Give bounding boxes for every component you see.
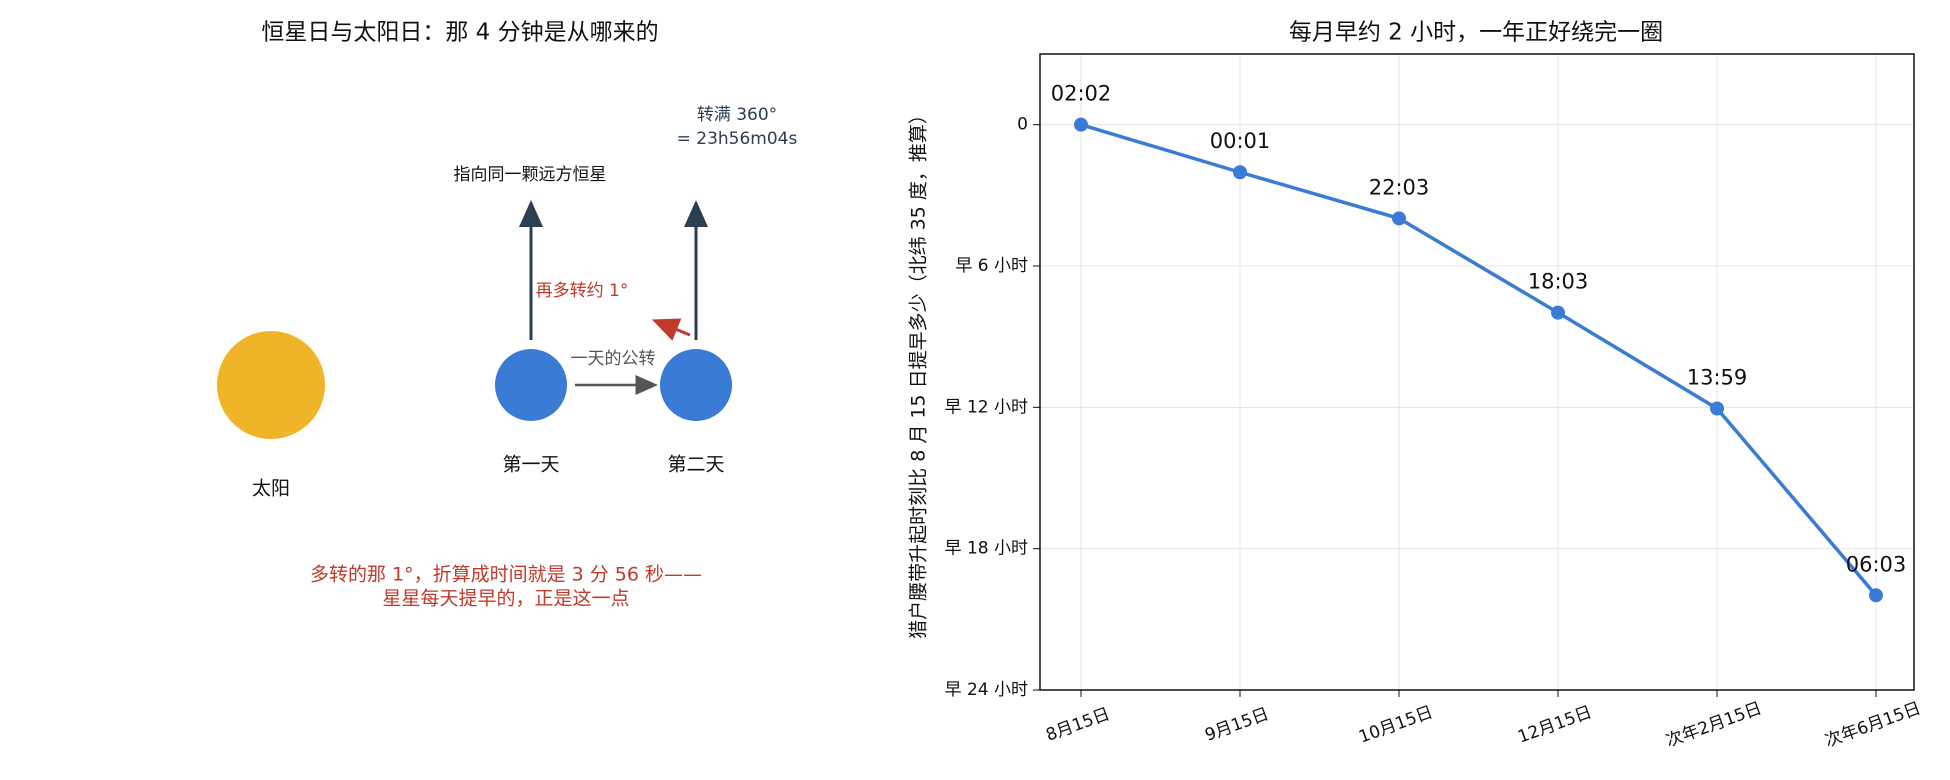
plot: 0 早 6 小时早 12 小时早 18 小时早 24 小时 8月15日 9月15日 10…: [945, 53, 1924, 752]
y-tick-label: 早 6 小时: [955, 256, 1028, 276]
x-tick-label: 12月15日: [1515, 702, 1594, 747]
point: [1869, 588, 1883, 603]
full-turn-label: 转满 360°: [697, 105, 777, 125]
point-label: 00:01: [1210, 129, 1271, 153]
plot-frame: [1039, 53, 1915, 691]
point-label: 18:03: [1528, 270, 1589, 294]
y-tick-label: 早 12 小时: [945, 397, 1028, 417]
note: 星星每天提早的，正是这一点: [382, 588, 629, 610]
x-tick-label: 次年6月15日: [1822, 698, 1923, 751]
y-axis-label: 猎户腰带升起时刻比 8 月 15 日提早多少（北纬 35 度，推算）: [908, 105, 930, 639]
point: [1233, 165, 1247, 180]
point-label: 22:03: [1369, 175, 1430, 199]
point: [1074, 117, 1088, 132]
sun: [217, 331, 325, 439]
earth-day1: [495, 349, 567, 421]
x-tick-label: 次年2月15日: [1663, 698, 1764, 751]
full-turn-label: = 23h56m04s: [677, 129, 798, 149]
line: [1080, 122, 1878, 597]
x-tick-label: 9月15日: [1202, 704, 1271, 746]
point-label: 06:03: [1846, 552, 1907, 576]
y-tick-label: 早 18 小时: [945, 539, 1028, 559]
point-label: 13:59: [1687, 366, 1748, 390]
y-tick-label: 0: [1017, 115, 1028, 135]
chart-title: 每月早约 2 小时，一年正好绕完一圈: [1289, 20, 1663, 46]
x-tick-label: 10月15日: [1356, 702, 1435, 747]
x-tick-label: 8月15日: [1043, 704, 1112, 746]
extra-turn-label: 再多转约 1°: [536, 281, 629, 301]
point: [1710, 401, 1724, 416]
day2-label: 第二天: [667, 454, 724, 476]
sun-label: 太阳: [252, 478, 290, 500]
star-label: 指向同一颗远方恒星: [454, 165, 607, 185]
point-label: 02:02: [1051, 82, 1112, 106]
y-tick-label: 早 24 小时: [945, 680, 1028, 700]
extra-turn-arrow: [651, 318, 691, 341]
earth-day2: [660, 349, 732, 421]
diagram-title: 恒星日与太阳日：那 4 分钟是从哪来的: [261, 20, 658, 46]
note: 多转的那 1°，折算成时间就是 3 分 56 秒——: [310, 564, 702, 586]
orbit-label: 一天的公转: [571, 349, 656, 369]
point: [1392, 211, 1406, 226]
day1-label: 第一天: [502, 454, 559, 476]
point: [1551, 305, 1565, 320]
